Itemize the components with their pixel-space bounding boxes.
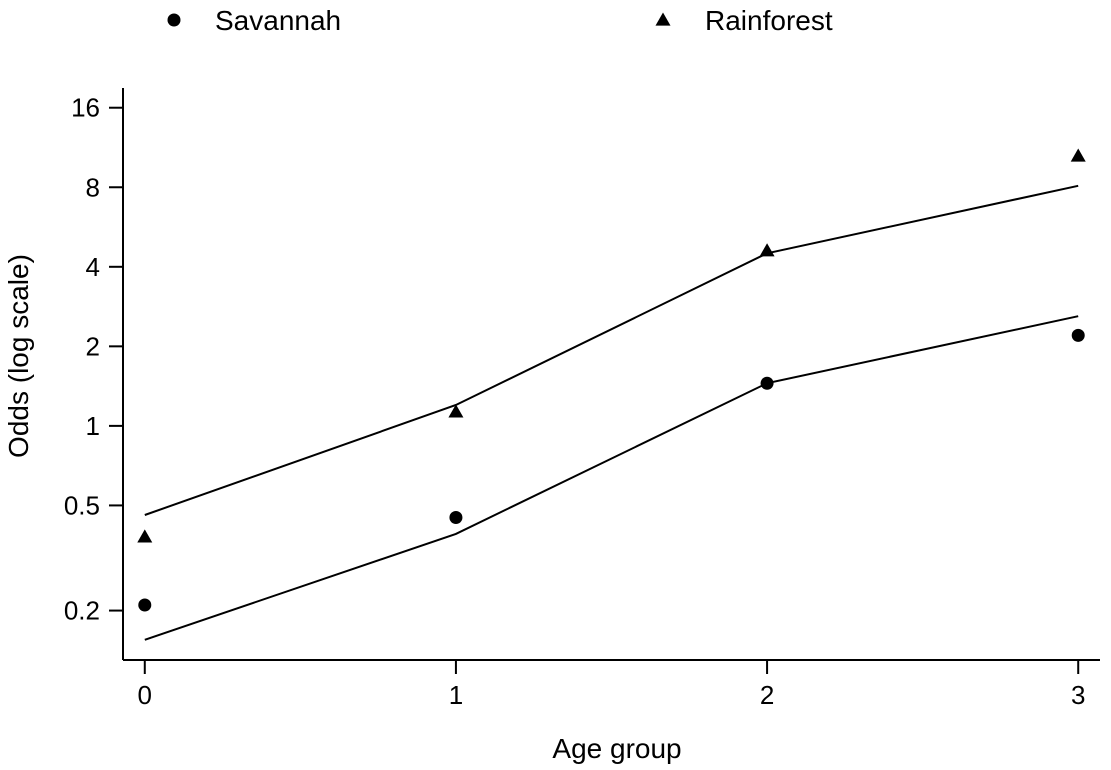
data-point-savannah [138,598,152,612]
legend-label-rainforest: Rainforest [705,5,833,36]
x-tick-label: 1 [449,680,463,710]
data-markers [137,148,1086,612]
data-point-savannah [760,376,774,390]
y-tick-label: 16 [71,93,100,123]
x-tick-label: 3 [1071,680,1085,710]
y-tick-label: 2 [86,331,100,361]
data-point-rainforest [448,404,464,418]
axes: 0.2 0.5 1 2 4 8 16 0 1 2 3 [64,88,1100,710]
y-tick-label: 0.2 [64,596,100,626]
legend: Savannah Rainforest [167,5,833,36]
data-point-rainforest [1070,148,1086,162]
data-point-savannah [449,511,463,525]
data-point-savannah [1071,328,1085,342]
y-tick-label: 8 [86,172,100,202]
x-axis-title: Age group [552,733,681,764]
legend-marker-savannah [167,13,181,27]
fit-line-savannah [144,315,1079,641]
fit-line-rainforest [144,184,1079,516]
data-point-rainforest [759,243,775,257]
y-axis-title: Odds (log scale) [3,254,34,458]
data-point-rainforest [137,529,153,543]
legend-label-savannah: Savannah [215,5,341,36]
y-tick-label: 4 [86,252,100,282]
x-tick-label: 0 [138,680,152,710]
y-tick-label: 1 [86,411,100,441]
y-tick-label: 0.5 [64,490,100,520]
legend-marker-rainforest [655,12,671,26]
fit-lines [144,184,1079,641]
x-tick-label: 2 [760,680,774,710]
